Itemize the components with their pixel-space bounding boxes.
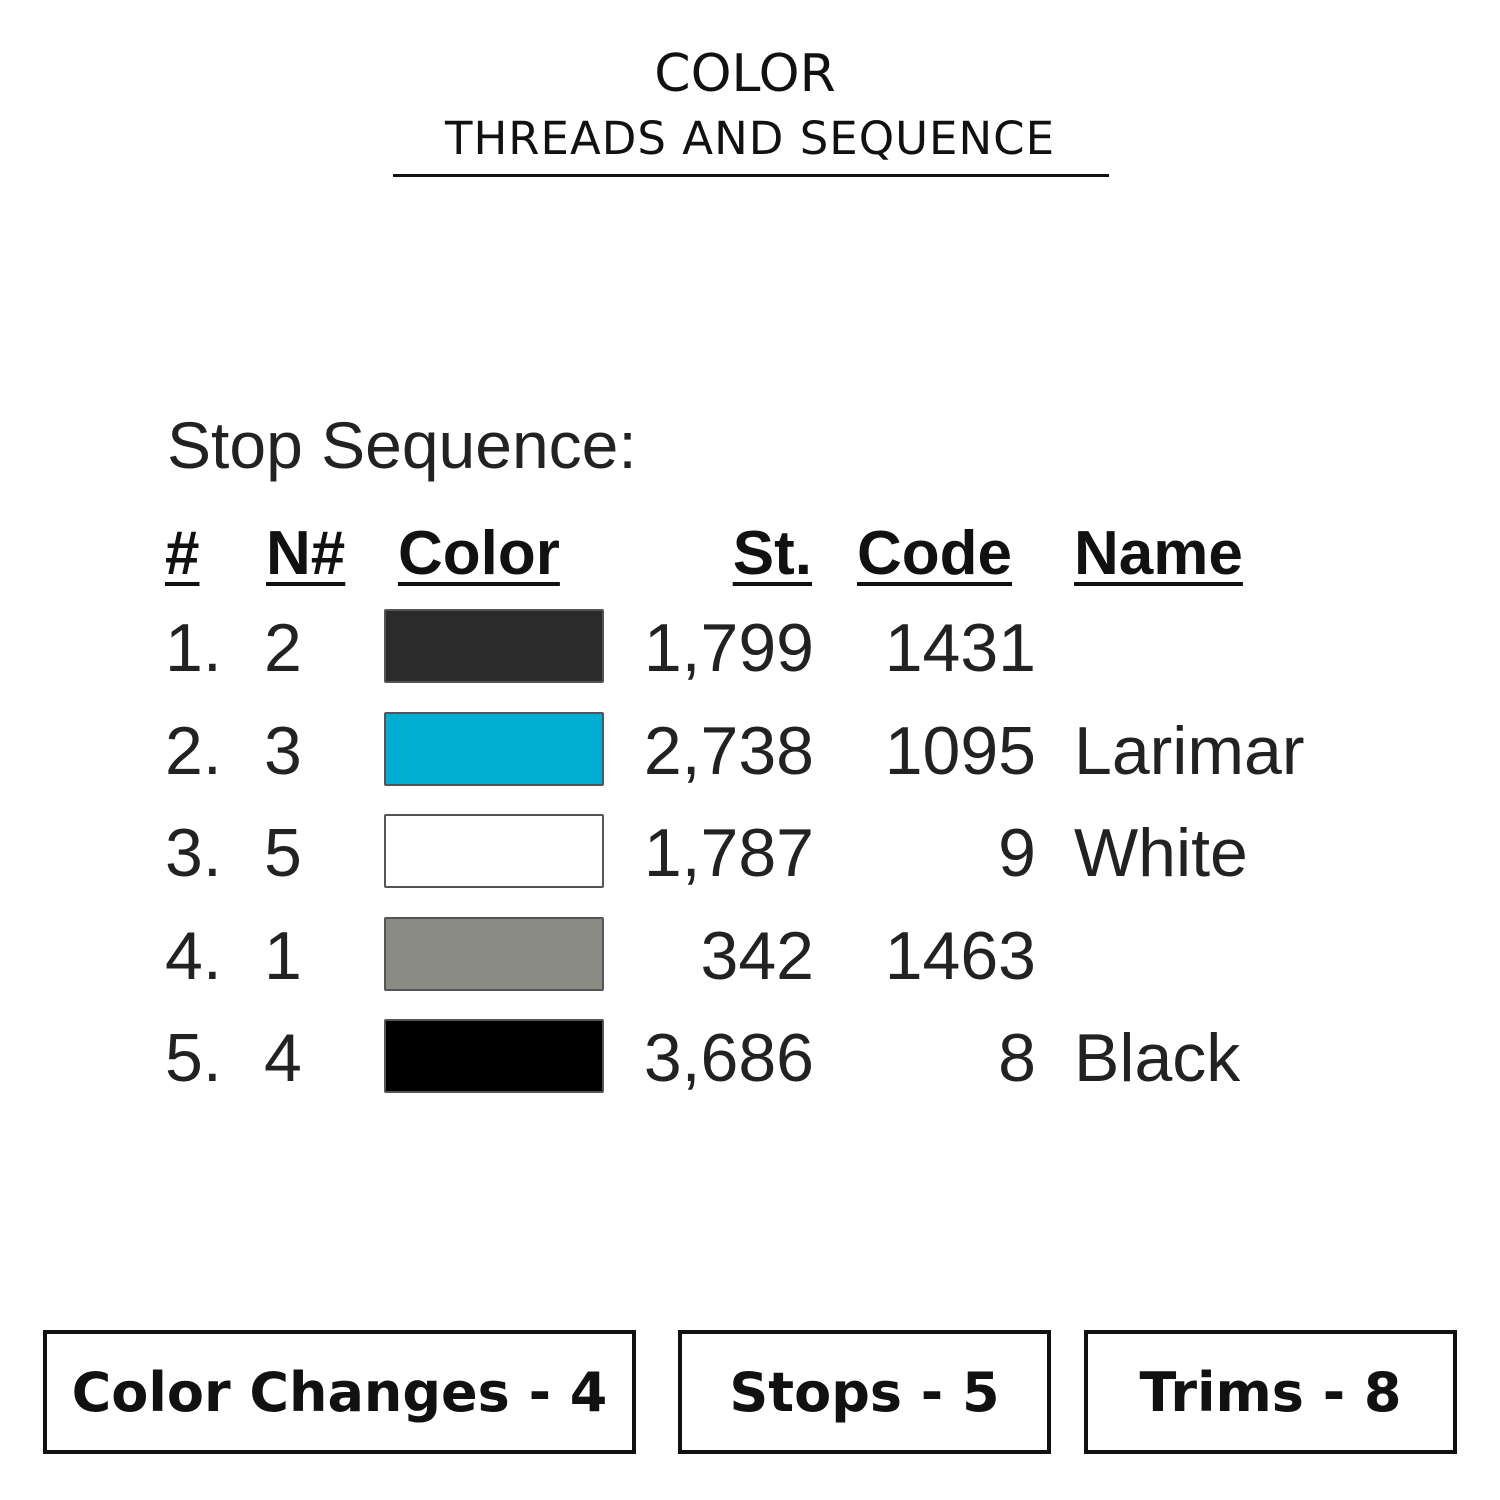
page-subtitle: THREADS AND SEQUENCE [444, 112, 1056, 165]
trims-badge: Trims - 8 [1084, 1330, 1457, 1454]
row-name: Larimar [1074, 712, 1305, 789]
row-stitches: 3,686 [643, 1020, 814, 1096]
column-header-number: # [165, 519, 200, 588]
color-swatch [384, 711, 604, 786]
row-number: 5. [165, 1020, 222, 1096]
title-underline [393, 174, 1109, 177]
row-stitches: 1,799 [643, 610, 814, 686]
color-swatch [384, 916, 604, 991]
row-number: 4. [165, 917, 222, 994]
row-code: 9 [998, 815, 1036, 891]
row-code: 1431 [884, 610, 1036, 686]
column-header-color: Color [398, 519, 560, 588]
stop-sequence-heading: Stop Sequence: [167, 408, 637, 482]
row-stitches: 1,787 [643, 815, 814, 891]
row-number: 3. [165, 815, 222, 891]
row-number: 1. [165, 610, 222, 686]
row-code: 1463 [884, 917, 1036, 994]
row-needle: 2 [264, 610, 302, 686]
row-name: Black [1074, 1020, 1241, 1096]
page-title: COLOR [654, 44, 836, 104]
color-changes-badge: Color Changes - 4 [43, 1330, 636, 1454]
column-header-stitches: St. [732, 519, 812, 588]
row-number: 2. [165, 712, 222, 789]
column-header-code: Code [857, 519, 1012, 588]
row-name: White [1074, 815, 1248, 891]
row-stitches: 342 [700, 917, 814, 994]
color-swatch [384, 609, 604, 683]
color-swatch [384, 814, 604, 888]
row-needle: 5 [264, 815, 302, 891]
row-needle: 3 [264, 712, 302, 789]
row-needle: 4 [264, 1020, 302, 1096]
stops-badge: Stops - 5 [678, 1330, 1051, 1454]
row-code: 1095 [884, 712, 1036, 789]
row-stitches: 2,738 [643, 712, 814, 789]
column-header-needle: N# [266, 519, 346, 588]
row-code: 8 [998, 1020, 1036, 1096]
column-header-name: Name [1074, 519, 1243, 588]
row-needle: 1 [264, 917, 302, 994]
color-swatch [384, 1019, 604, 1093]
